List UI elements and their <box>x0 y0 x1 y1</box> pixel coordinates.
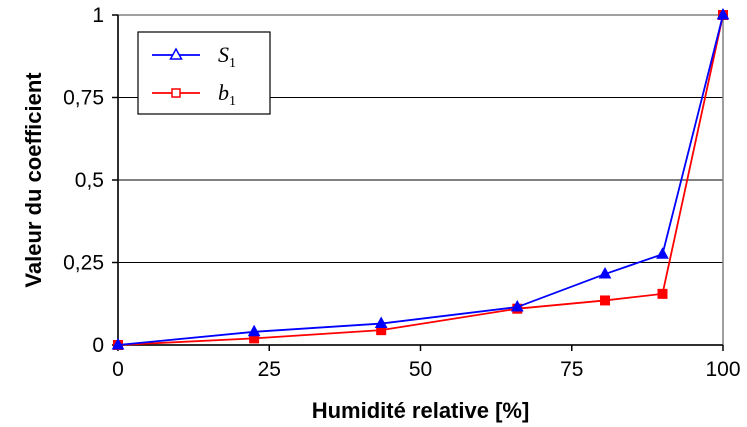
x-tick-label-4: 100 <box>705 358 740 381</box>
data-point-S-2 <box>374 316 388 329</box>
data-point-b-4 <box>600 295 611 306</box>
y-tick-label-0: 0 <box>92 334 104 357</box>
series-group <box>111 7 730 350</box>
x-tick-label-0: 0 <box>112 358 124 381</box>
y-tick-label-2: 0,5 <box>75 169 104 192</box>
y-axis-title: Valeur du coefficient <box>21 72 46 288</box>
data-point-b-5 <box>657 288 668 299</box>
legend-box <box>137 31 271 115</box>
x-tick-label-1: 25 <box>258 358 281 381</box>
tick-labels: 0 0,25 0,5 0,75 1 0 25 50 75 100 <box>63 4 740 381</box>
data-point-S-1 <box>247 324 261 337</box>
legend-label-S: S1 <box>218 42 236 71</box>
x-axis-title: Humidité relative [%] <box>312 398 530 423</box>
data-point-S-0 <box>111 337 125 350</box>
y-tick-label-1: 0,25 <box>63 252 104 275</box>
series-S <box>111 7 730 350</box>
data-point-S-5 <box>656 247 669 259</box>
legend-marker-b <box>171 88 181 98</box>
data-point-S-6 <box>716 7 730 20</box>
y-tick-label-4: 1 <box>92 4 104 27</box>
data-point-S-3 <box>510 300 524 312</box>
legend-label-b: b1 <box>218 80 236 109</box>
axes <box>112 14 724 351</box>
x-tick-label-2: 50 <box>409 358 432 381</box>
grid-lines <box>118 97 723 263</box>
data-point-S-4 <box>598 267 612 279</box>
y-tick-label-3: 0,75 <box>63 87 104 110</box>
legend-marker-S <box>169 47 183 60</box>
x-tick-label-3: 75 <box>560 358 583 381</box>
